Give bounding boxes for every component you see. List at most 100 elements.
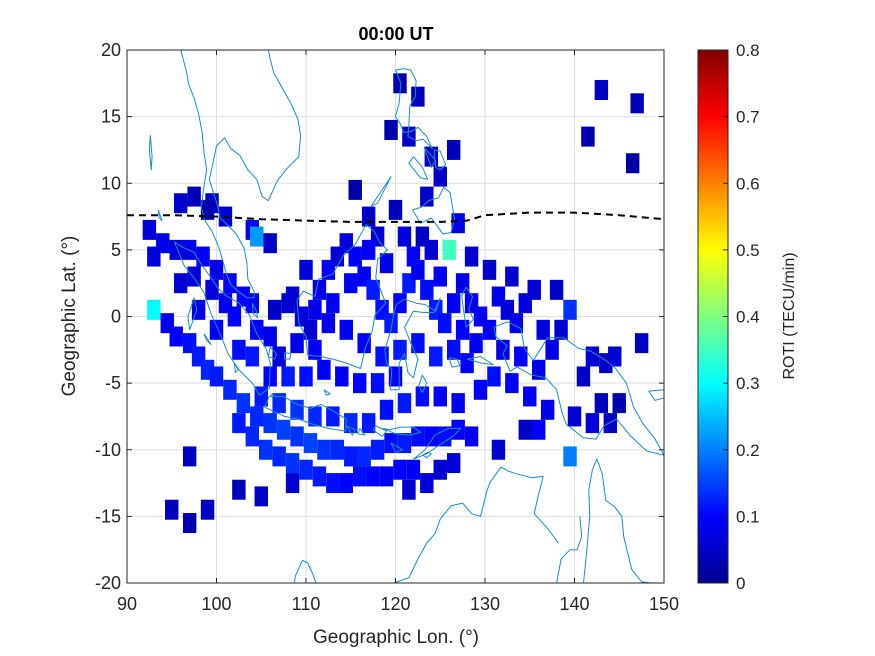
roti-cell	[433, 459, 447, 480]
roti-cell	[612, 393, 626, 414]
roti-cell	[223, 379, 237, 400]
roti-cell	[344, 446, 358, 467]
roti-cell	[254, 486, 268, 507]
roti-cell	[634, 333, 649, 354]
roti-cell	[545, 339, 559, 360]
y-tick-label: -15	[95, 506, 121, 526]
roti-cell	[267, 299, 282, 320]
roti-cell	[464, 246, 479, 267]
roti-cell	[505, 373, 519, 394]
roti-cell	[361, 206, 376, 227]
coastline	[264, 395, 347, 432]
roti-cell	[397, 433, 412, 454]
colorbar-tick-label: 0.5	[736, 241, 760, 260]
roti-cell	[308, 299, 322, 320]
roti-cell	[384, 119, 398, 140]
roti-cell	[245, 293, 260, 314]
roti-cell	[576, 366, 591, 387]
roti-cell	[384, 313, 398, 334]
roti-cell	[299, 459, 313, 480]
roti-cell	[540, 399, 555, 420]
colorbar-tick-label: 0.6	[736, 174, 760, 193]
roti-cell	[585, 346, 600, 367]
roti-cell	[370, 439, 385, 460]
roti-cell	[245, 426, 260, 447]
roti-cell	[209, 319, 224, 340]
coastline	[345, 425, 356, 436]
roti-cell	[433, 266, 447, 287]
roti-cell	[420, 473, 434, 494]
coastline	[390, 442, 404, 453]
roti-cell	[290, 399, 304, 420]
magnetic-equator-line	[127, 211, 664, 223]
y-tick-label: -5	[105, 373, 121, 393]
roti-cell	[630, 93, 644, 114]
roti-cell	[290, 333, 304, 354]
roti-cell	[312, 279, 327, 300]
x-tick-label: 120	[380, 594, 410, 614]
roti-cell	[308, 339, 322, 360]
y-tick-label: 10	[101, 173, 121, 193]
roti-cell	[433, 166, 447, 187]
roti-cell	[366, 466, 380, 487]
roti-cell	[625, 153, 640, 174]
roti-cell	[411, 426, 425, 447]
colorbar-tick-label: 0.4	[736, 308, 760, 327]
roti-cell	[272, 446, 286, 467]
roti-cell	[429, 346, 443, 367]
y-tick-label: -10	[95, 440, 121, 460]
roti-cell	[281, 366, 295, 387]
roti-cell	[200, 199, 215, 220]
roti-cell	[330, 439, 345, 460]
roti-cell	[232, 479, 246, 500]
roti-cell	[393, 459, 407, 480]
roti-cell	[536, 319, 550, 340]
roti-cell	[411, 333, 425, 354]
roti-cell	[393, 339, 407, 360]
coastline	[293, 559, 317, 583]
roti-cell	[438, 426, 452, 447]
coastline	[423, 146, 437, 168]
roti-cell	[147, 246, 161, 267]
roti-cell	[531, 419, 546, 440]
roti-cell	[366, 279, 380, 300]
roti-cell	[165, 499, 179, 520]
roti-cell	[147, 299, 161, 320]
coastline	[233, 362, 239, 373]
roti-cell	[352, 466, 367, 487]
roti-cell	[361, 239, 376, 260]
roti-cell	[608, 346, 622, 367]
roti-cell	[272, 393, 286, 414]
roti-cell	[402, 479, 416, 500]
y-tick-label: -20	[95, 573, 121, 593]
roti-cell	[290, 426, 304, 447]
roti-cell	[460, 353, 474, 374]
coastline	[372, 425, 388, 437]
roti-cell	[370, 373, 385, 394]
x-tick-label: 140	[559, 594, 589, 614]
roti-cell	[169, 326, 183, 347]
roti-cell	[250, 406, 264, 427]
roti-cell	[348, 179, 362, 200]
coastline	[556, 516, 583, 583]
roti-cell	[406, 459, 421, 480]
roti-cell	[433, 386, 447, 407]
roti-cell	[567, 406, 582, 427]
x-tick-label: 90	[117, 594, 137, 614]
coastline	[413, 427, 462, 460]
roti-cell	[446, 293, 461, 314]
roti-cell	[182, 239, 197, 260]
roti-cell	[523, 386, 537, 407]
coastline	[384, 297, 441, 391]
coastline	[448, 357, 461, 368]
roti-cell	[585, 413, 600, 434]
coastline	[422, 451, 432, 459]
roti-cell	[505, 266, 519, 287]
roti-cell	[173, 193, 188, 214]
roti-cell	[187, 266, 201, 287]
coastline	[296, 224, 388, 369]
roti-cell	[245, 346, 260, 367]
roti-cell	[514, 346, 528, 367]
roti-cell	[446, 339, 461, 360]
roti-cell	[379, 466, 394, 487]
